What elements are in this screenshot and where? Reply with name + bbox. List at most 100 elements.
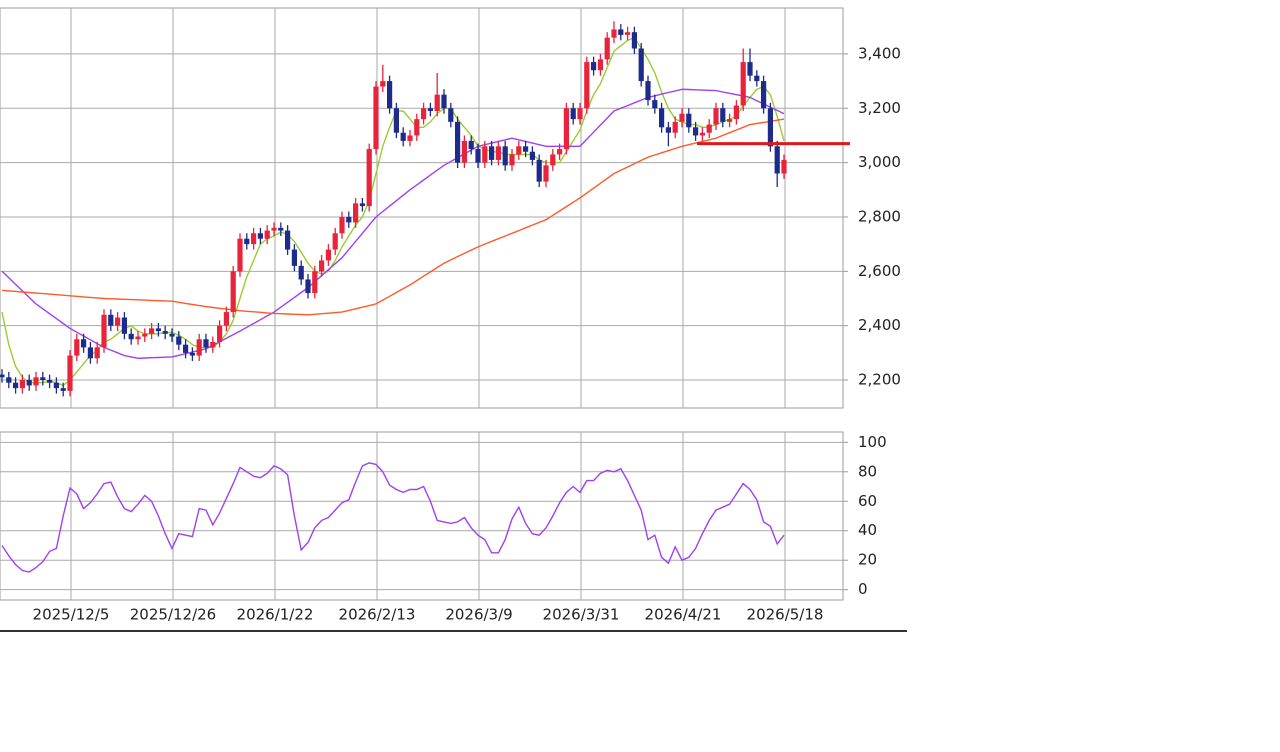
candle-body [53,382,59,389]
candle-body [570,108,576,120]
candle-body [468,140,474,150]
x-tick-label: 2025/12/5 [33,606,110,624]
candle-body [169,333,175,337]
candle-body [6,377,12,383]
candle-body [332,233,338,250]
candle-body [455,121,461,163]
candle-body [40,377,46,381]
y-tick-label: 80 [858,462,877,480]
candle-body [176,336,182,345]
candle-body [366,149,372,207]
candle-body [67,355,73,391]
candle-body [257,233,263,239]
moving-average [1,118,785,316]
candle-body [407,135,413,141]
candle-body [387,81,393,109]
candle-body [230,271,236,313]
price-frame [0,7,844,409]
candle-body [155,328,161,332]
candle-body [767,108,773,147]
candle-body [733,105,739,120]
candle-body [210,341,216,348]
candle-body [495,146,501,160]
candle-body [659,108,665,128]
x-tick-label: 2026/3/31 [543,606,620,624]
candle-body [645,81,651,101]
candle-body [19,380,25,389]
x-tick-label: 2025/12/26 [130,606,216,624]
candle-body [475,149,481,163]
candle-body [115,317,121,326]
candle-body [672,121,678,133]
candle-body [427,108,433,111]
candle-body [319,260,325,272]
candle-body [529,151,535,160]
x-tick-label: 2026/1/22 [237,606,314,624]
candle-body [631,32,637,49]
candle-body [543,165,549,182]
candle-body [189,352,195,356]
candle-body [482,146,488,163]
candle-body [135,336,141,340]
candle-body [706,124,712,133]
candle-body [611,29,617,38]
candle-body [441,94,447,109]
candle-body [359,203,365,207]
candle-body [516,146,522,155]
candle-body [60,388,66,391]
candle-body [149,328,155,334]
candle-body [448,108,454,122]
candle-body [414,119,420,136]
candle-body [509,154,515,166]
candle-body [727,119,733,122]
candle-body [108,314,114,326]
x-tick-label: 2026/5/18 [747,606,824,624]
candle-body [747,62,753,76]
candle-body [26,380,32,386]
candle-body [128,333,134,340]
candle-body [305,279,311,294]
candle-body [686,113,692,128]
candle-body [380,81,386,87]
candle-body [121,317,127,334]
candle-body [291,249,297,266]
candle-body [665,127,671,133]
candle-body [87,347,93,359]
candle-body [489,146,495,160]
candle-body [0,374,5,378]
candle-body [47,380,53,383]
candle-body [33,377,39,386]
candle-body [298,265,304,280]
candle-body [563,108,569,150]
candle-body [713,108,719,125]
candle-body [604,37,610,60]
y-tick-label: 2,800 [858,207,901,225]
candle-body [237,238,243,272]
candle-body [244,238,250,245]
candle-body [591,62,597,71]
candle-body [693,127,699,136]
candle-body [550,154,556,166]
candle-body [679,113,685,122]
candle-body [720,108,726,122]
candle-body [652,100,658,109]
y-tick-label: 3,000 [858,153,901,171]
y-tick-label: 60 [858,492,877,510]
candle-body [325,249,331,261]
candle-body [618,29,624,35]
candle-body [761,81,767,109]
candle-body [339,216,345,234]
candle-body [271,227,277,231]
x-tick-label: 2026/2/13 [339,606,416,624]
candle-body [223,312,229,326]
candle-body [461,140,467,163]
candle-body [101,314,107,348]
candle-body [312,271,318,294]
candle-body [285,230,291,250]
candle-body [421,108,427,120]
candle-body [183,344,189,353]
candle-body [699,132,705,136]
y-tick-label: 40 [858,521,877,539]
indicator-line [1,462,785,573]
